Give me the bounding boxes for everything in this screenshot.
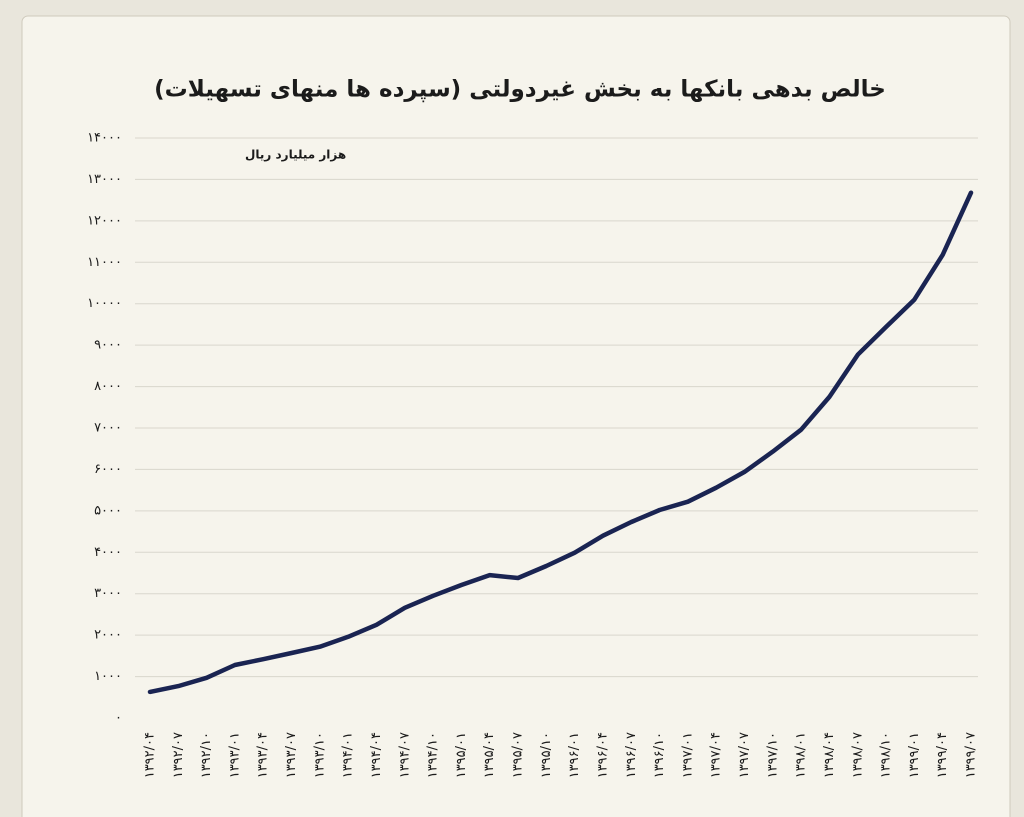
chart-background <box>21 15 1011 817</box>
x-tick-label: ۱۳۹۷/۰۴ <box>709 732 724 778</box>
y-tick-label: ۶۰۰۰ <box>94 462 122 477</box>
x-tick-label: ۱۳۹۸/۰۴ <box>822 732 837 778</box>
y-tick-label: ۲۰۰۰ <box>94 628 122 643</box>
x-tick-label: ۱۳۹۸/۰۷ <box>850 732 865 778</box>
y-tick-label: ۷۰۰۰ <box>94 421 122 436</box>
x-tick-label: ۱۳۹۹/۰۷ <box>964 732 979 778</box>
chart-title: خالص بدهی بانکها به بخش غیردولتی (سپرده … <box>154 77 886 103</box>
x-tick-label: ۱۳۹۳/۰۱ <box>227 732 242 778</box>
y-tick-label: ۵۰۰۰ <box>94 503 122 518</box>
x-tick-label: ۱۳۹۹/۰۱ <box>907 732 922 778</box>
x-tick-label: ۱۳۹۵/۱۰ <box>539 732 554 778</box>
x-tick-label: ۱۳۹۷/۱۰ <box>765 732 780 778</box>
y-tick-label: ۱۴۰۰۰ <box>87 131 122 146</box>
y-tick-label: ۴۰۰۰ <box>94 545 122 560</box>
x-tick-label: ۱۳۹۳/۰۴ <box>256 732 271 778</box>
x-tick-label: ۱۳۹۵/۰۷ <box>511 732 526 778</box>
x-tick-label: ۱۳۹۸/۱۰ <box>879 732 894 778</box>
y-tick-label: ۱۱۰۰۰ <box>87 255 122 270</box>
x-tick-label: ۱۳۹۲/۱۰ <box>199 732 214 778</box>
x-tick-label: ۱۳۹۲/۰۴ <box>143 732 158 778</box>
y-tick-label: ۳۰۰۰ <box>94 586 122 601</box>
x-tick-label: ۱۳۹۶/۱۰ <box>652 732 667 778</box>
x-tick-label: ۱۳۹۹/۰۴ <box>935 732 950 778</box>
x-tick-label: ۱۳۹۵/۰۱ <box>454 732 469 778</box>
x-tick-label: ۱۳۹۲/۰۷ <box>171 732 186 778</box>
x-tick-label: ۱۳۹۶/۰۱ <box>567 732 582 778</box>
y-tick-label: ۱۰۰۰۰ <box>87 296 122 311</box>
y-tick-label: ۹۰۰۰ <box>94 338 122 353</box>
x-tick-label: ۱۳۹۴/۰۷ <box>397 732 412 778</box>
x-tick-label: ۱۳۹۳/۰۷ <box>284 732 299 778</box>
y-tick-label: ۱۲۰۰۰ <box>87 213 122 228</box>
x-tick-label: ۱۳۹۷/۰۱ <box>680 732 695 778</box>
x-tick-label: ۱۳۹۴/۰۱ <box>341 732 356 778</box>
x-tick-label: ۱۳۹۳/۱۰ <box>312 732 327 778</box>
x-tick-label: ۱۳۹۴/۰۴ <box>369 732 384 778</box>
x-tick-label: ۱۳۹۴/۱۰ <box>426 732 441 778</box>
y-tick-label: ۱۰۰۰ <box>94 669 122 684</box>
y-tick-label: ۱۳۰۰۰ <box>87 172 122 187</box>
x-tick-label: ۱۳۹۶/۰۴ <box>595 732 610 778</box>
data-line <box>147 190 974 695</box>
x-tick-label: ۱۳۹۸/۰۱ <box>794 732 809 778</box>
y-axis-label: هزار میلیارد ریال <box>245 148 346 162</box>
x-tick-label: ۱۳۹۶/۰۷ <box>624 732 639 778</box>
x-tick-label: ۱۳۹۵/۰۴ <box>482 732 497 778</box>
y-tick-label: ۰ <box>115 711 122 726</box>
x-tick-label: ۱۳۹۷/۰۷ <box>737 732 752 778</box>
y-tick-label: ۸۰۰۰ <box>94 379 122 394</box>
